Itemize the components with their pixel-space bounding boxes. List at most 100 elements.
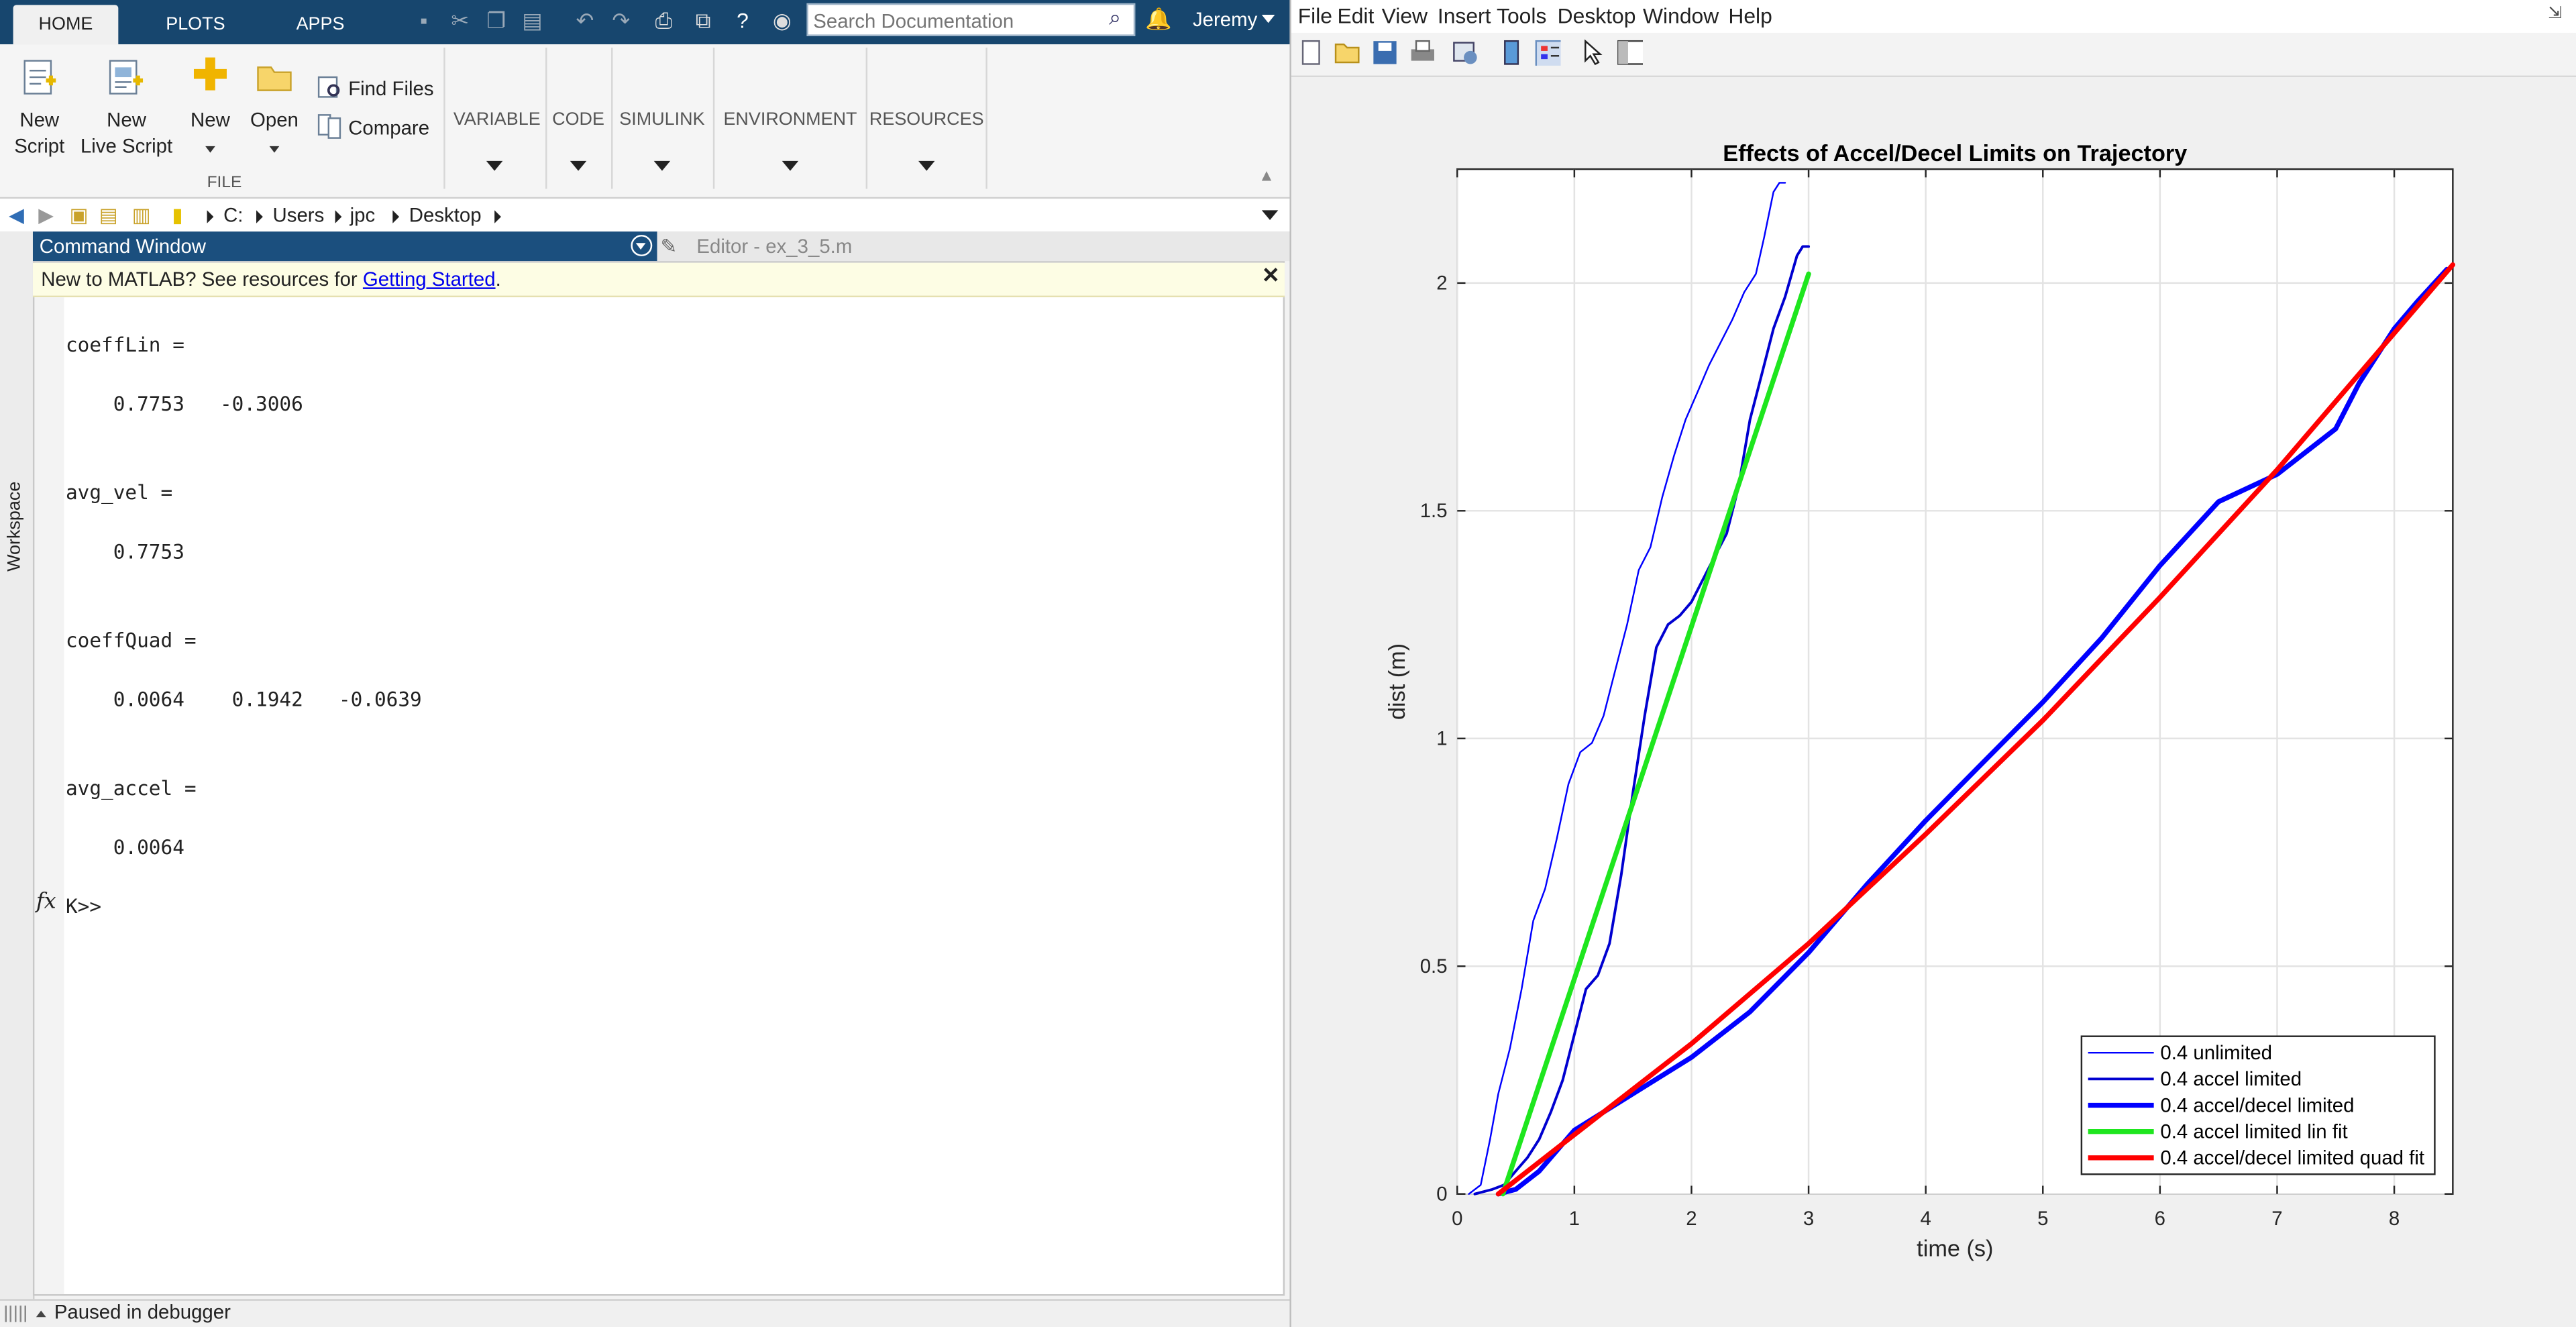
- legend[interactable]: 0.4 unlimited 0.4 accel limited 0.4 accel/…: [2080, 1035, 2436, 1175]
- paste-icon[interactable]: ▤: [522, 8, 543, 33]
- menu-insert[interactable]: Insert: [1437, 3, 1491, 28]
- workspace-sidebar[interactable]: Workspace: [0, 231, 35, 1299]
- output-line: 0.7753 -0.3006: [65, 392, 303, 416]
- ribbon-separator: [985, 47, 987, 189]
- new-plus-icon[interactable]: [191, 54, 230, 97]
- breadcrumb-drive[interactable]: C:: [223, 203, 244, 227]
- save-figure-icon[interactable]: [1372, 40, 1398, 66]
- variable-expand-icon[interactable]: [486, 160, 503, 171]
- tab-apps[interactable]: APPS: [296, 15, 345, 35]
- breadcrumb-users[interactable]: Users: [272, 203, 325, 227]
- series-line-2: [1473, 245, 1811, 1196]
- new-live-script-button[interactable]: New Live Script: [76, 107, 178, 159]
- link-plot-icon[interactable]: [1452, 40, 1479, 66]
- workspace-label[interactable]: Workspace: [5, 481, 25, 572]
- tab-home[interactable]: HOME: [13, 5, 119, 45]
- property-inspector-icon[interactable]: [1617, 40, 1643, 66]
- menu-help[interactable]: Help: [1728, 3, 1772, 28]
- chevron-down-icon[interactable]: [1261, 15, 1275, 23]
- collapse-ribbon-icon[interactable]: ▲: [1258, 167, 1275, 186]
- notification-bell-icon[interactable]: 🔔: [1144, 6, 1172, 32]
- compare-icon[interactable]: [317, 113, 343, 140]
- new-live-script-icon[interactable]: [105, 58, 148, 101]
- resources-section[interactable]: RESOURCES: [869, 110, 984, 130]
- cut-icon[interactable]: ✂: [451, 8, 470, 33]
- compare-button[interactable]: Compare: [348, 116, 430, 140]
- getting-started-link[interactable]: Getting Started: [362, 268, 496, 291]
- user-account-menu[interactable]: Jeremy: [1192, 8, 1258, 32]
- search-icon[interactable]: ⌕: [1109, 5, 1121, 30]
- ribbon-separator: [611, 47, 613, 189]
- menu-edit[interactable]: Edit: [1337, 3, 1375, 28]
- print-figure-icon[interactable]: [1409, 40, 1436, 66]
- simulink-section[interactable]: SIMULINK: [619, 110, 705, 130]
- browse-folder-icon[interactable]: ▤: [99, 203, 118, 227]
- axes-background: [1456, 168, 2454, 1195]
- forward-arrow-icon[interactable]: ▶: [38, 203, 54, 227]
- new-script-button[interactable]: New Script: [7, 107, 72, 159]
- variable-section[interactable]: VARIABLE: [453, 110, 541, 130]
- find-files-button[interactable]: Find Files: [348, 77, 434, 101]
- new-figure-icon[interactable]: [1298, 40, 1324, 66]
- menu-file[interactable]: File: [1297, 3, 1333, 28]
- menu-window[interactable]: Window: [1643, 3, 1719, 28]
- undo-icon[interactable]: ↶: [576, 8, 594, 33]
- new-button[interactable]: New: [191, 108, 230, 131]
- switch-windows-icon[interactable]: ⧉: [695, 8, 711, 33]
- x-tick-label: 6: [2155, 1208, 2165, 1230]
- x-tick-label: 8: [2389, 1208, 2400, 1230]
- breadcrumb-separator: [256, 210, 263, 223]
- insert-legend-icon[interactable]: [1534, 40, 1561, 66]
- address-history-dropdown-icon[interactable]: [1261, 210, 1279, 221]
- new-script-icon[interactable]: [19, 58, 59, 101]
- chart-title: Effects of Accel/Decel Limits on Traject…: [1723, 141, 2187, 166]
- command-window-actions-icon[interactable]: [631, 235, 653, 256]
- status-text: Paused in debugger: [54, 1300, 231, 1324]
- code-section[interactable]: CODE: [552, 110, 604, 130]
- command-window[interactable]: [32, 261, 1285, 1296]
- edit-plot-cursor-icon[interactable]: [1580, 39, 1607, 66]
- find-files-icon[interactable]: [317, 74, 343, 100]
- tab-plots[interactable]: PLOTS: [166, 15, 225, 35]
- menu-view[interactable]: View: [1381, 3, 1428, 28]
- menu-tools[interactable]: Tools: [1497, 3, 1547, 28]
- up-folder-icon[interactable]: ▣: [69, 203, 89, 227]
- back-arrow-icon[interactable]: ◀: [9, 203, 24, 227]
- function-browser-icon[interactable]: fx: [36, 890, 56, 915]
- y-tick-label: 0.5: [1420, 955, 1448, 977]
- command-prompt[interactable]: K>>: [65, 895, 102, 918]
- x-tick-label: 2: [1686, 1208, 1697, 1230]
- search-documentation-input[interactable]: [806, 3, 1136, 36]
- file-group-label: FILE: [207, 174, 242, 193]
- folder-history-icon[interactable]: ▥: [131, 203, 151, 227]
- open-file-icon[interactable]: [1334, 40, 1360, 66]
- new-dropdown-icon[interactable]: [205, 146, 215, 153]
- figure-canvas[interactable]: 0 1 2 3 4 5 6 7 8 0 0.5 1 1.5 2 Effects of Accel/Dece…: [1291, 77, 2576, 1327]
- redo-icon[interactable]: ↷: [612, 8, 631, 33]
- save-icon[interactable]: ▪: [420, 8, 428, 33]
- open-button[interactable]: Open: [250, 108, 299, 131]
- status-expand-icon[interactable]: [36, 1310, 46, 1318]
- trajectory-plot[interactable]: 0 1 2 3 4 5 6 7 8 0 0.5 1 1.5 2 Effects of Accel/Dece…: [1291, 77, 2576, 1327]
- editor-tab[interactable]: [657, 231, 1290, 262]
- environment-section[interactable]: ENVIRONMENT: [723, 110, 857, 130]
- open-dropdown-icon[interactable]: [269, 146, 280, 153]
- code-expand-icon[interactable]: [570, 160, 587, 171]
- breadcrumb-jpc[interactable]: jpc: [350, 203, 376, 227]
- simulink-expand-icon[interactable]: [653, 160, 671, 171]
- help-icon[interactable]: ?: [737, 8, 749, 33]
- close-icon[interactable]: ✕: [1261, 262, 1280, 288]
- menu-desktop[interactable]: Desktop: [1557, 3, 1636, 28]
- environment-expand-icon[interactable]: [782, 160, 799, 171]
- editor-tab-label[interactable]: Editor - ex_3_5.m: [696, 235, 853, 258]
- command-window-titlebar: Command Window: [32, 231, 657, 262]
- customize-toolbar-icon[interactable]: ◉: [772, 8, 792, 33]
- copy-icon[interactable]: ❐: [486, 8, 506, 33]
- print-icon[interactable]: ⎙: [655, 8, 673, 33]
- insert-colorbar-icon[interactable]: [1498, 40, 1524, 66]
- breadcrumb-desktop[interactable]: Desktop: [409, 203, 482, 227]
- open-folder-icon[interactable]: [255, 61, 294, 94]
- undock-icon[interactable]: ⇲: [2548, 5, 2562, 23]
- breadcrumb-separator: [494, 210, 501, 223]
- resources-expand-icon[interactable]: [918, 160, 935, 171]
